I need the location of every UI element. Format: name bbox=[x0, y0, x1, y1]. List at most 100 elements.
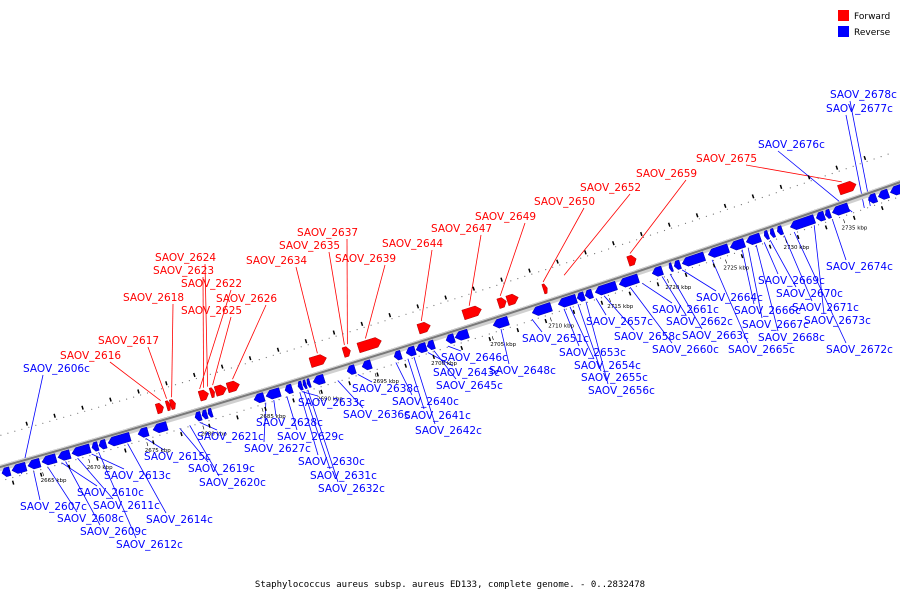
kbp-tick-label: 2710 kbp bbox=[548, 324, 574, 330]
strand-dot bbox=[405, 313, 407, 315]
strand-dot bbox=[747, 248, 750, 250]
kbp-tick bbox=[785, 239, 788, 244]
strand-dot bbox=[440, 302, 442, 304]
reverse-leader-line bbox=[299, 392, 319, 456]
reverse-leader-line bbox=[741, 249, 755, 305]
reverse-gene-label: SAOV_2606c bbox=[23, 363, 90, 375]
strand-dot bbox=[509, 326, 511, 328]
reverse-gene-arrow bbox=[265, 387, 282, 400]
reverse-leader-line bbox=[681, 269, 717, 292]
strand-tick bbox=[740, 253, 744, 259]
strand-dot bbox=[482, 289, 484, 291]
kbp-tick bbox=[374, 373, 377, 378]
reverse-gene-arrow bbox=[107, 431, 132, 447]
forward-gene-label: SAOV_2617 bbox=[98, 335, 159, 347]
strand-tick bbox=[500, 277, 503, 282]
strand-tick bbox=[684, 272, 688, 278]
reverse-gene-label: SAOV_2614c bbox=[146, 514, 213, 526]
reverse-gene-label: SAOV_2665c bbox=[728, 344, 795, 356]
kbp-tick bbox=[202, 425, 205, 430]
reverse-gene-arrow bbox=[576, 291, 586, 302]
reverse-leader-line bbox=[407, 358, 425, 410]
strand-tick bbox=[248, 356, 252, 361]
reverse-gene-label: SAOV_2655c bbox=[581, 372, 648, 384]
reverse-gene-label: SAOV_2669c bbox=[758, 275, 825, 287]
reverse-gene-arrow bbox=[405, 345, 417, 357]
reverse-gene-arrow bbox=[745, 232, 763, 245]
strand-dot bbox=[524, 275, 526, 277]
strand-dot bbox=[684, 222, 687, 224]
reverse-gene-arrow bbox=[815, 210, 827, 222]
legend-reverse-label: Reverse bbox=[854, 28, 891, 38]
strand-dot bbox=[391, 318, 393, 320]
reverse-leader-line bbox=[793, 231, 847, 344]
strand-dot bbox=[467, 340, 469, 342]
strand-dot bbox=[825, 221, 827, 223]
strand-dot bbox=[279, 352, 281, 354]
reverse-leader-line bbox=[447, 345, 462, 352]
strand-tick bbox=[807, 175, 811, 180]
reverse-gene-label: SAOV_2657c bbox=[586, 316, 653, 328]
reverse-leader-line bbox=[500, 329, 510, 365]
strand-dot bbox=[740, 250, 743, 252]
strand-tick bbox=[320, 389, 323, 394]
reverse-leader-line bbox=[783, 235, 813, 302]
strand-dot bbox=[98, 406, 100, 408]
strand-dot bbox=[47, 467, 49, 469]
reverse-leader-line bbox=[585, 301, 609, 385]
strand-dot bbox=[663, 229, 666, 232]
strand-tick bbox=[53, 413, 56, 418]
strand-dot bbox=[181, 382, 184, 384]
strand-dot bbox=[601, 250, 603, 252]
strand-dot bbox=[622, 243, 624, 245]
forward-leader-line bbox=[204, 263, 208, 387]
reverse-leader-line bbox=[145, 437, 165, 451]
kbp-tick bbox=[318, 390, 321, 395]
strand-dot bbox=[292, 394, 294, 396]
reverse-leader-line bbox=[189, 425, 220, 477]
strand-dot bbox=[831, 172, 833, 175]
strand-dot bbox=[40, 469, 42, 471]
strand-dot bbox=[860, 209, 862, 211]
reverse-gene-arrow bbox=[57, 449, 72, 461]
reverse-leader-line bbox=[286, 396, 298, 431]
reverse-leader-line bbox=[433, 350, 457, 380]
strand-dot bbox=[565, 308, 567, 310]
strand-dot bbox=[531, 273, 533, 275]
strand-dot bbox=[126, 398, 128, 400]
reverse-gene-label: SAOV_2674c bbox=[826, 261, 893, 273]
strand-dot bbox=[194, 424, 196, 426]
strand-dot bbox=[839, 216, 841, 219]
forward-gene-label: SAOV_2644 bbox=[382, 238, 443, 250]
forward-gene-label: SAOV_2624 bbox=[155, 252, 216, 264]
strand-dot bbox=[517, 278, 519, 280]
strand-dots bbox=[0, 153, 897, 485]
kbp-tick bbox=[667, 278, 669, 283]
strand-tick bbox=[220, 364, 224, 369]
strand-dot bbox=[293, 348, 295, 350]
strand-tick bbox=[723, 203, 727, 209]
reverse-leader-line bbox=[595, 298, 607, 316]
gene-arrows bbox=[1, 180, 900, 477]
reverse-gene-label: SAOV_2612c bbox=[116, 539, 183, 551]
reverse-gene-label: SAOV_2620c bbox=[199, 477, 266, 489]
reverse-gene-label: SAOV_2671c bbox=[792, 302, 859, 314]
forward-gene-arrow bbox=[308, 354, 327, 368]
strand-dot bbox=[832, 219, 834, 221]
strand-dot bbox=[306, 390, 308, 392]
reverse-gene-arrow bbox=[415, 342, 428, 354]
strand-dot bbox=[411, 357, 413, 359]
strand-dot bbox=[348, 377, 350, 379]
kbp-tick-label: 2695 kbp bbox=[373, 379, 399, 385]
strand-dot bbox=[614, 292, 617, 294]
reverse-leader-line bbox=[91, 453, 125, 470]
forward-gene-arrow bbox=[356, 337, 382, 354]
strand-dot bbox=[677, 225, 680, 227]
reverse-leader-line bbox=[357, 374, 373, 383]
forward-leader-line bbox=[295, 266, 318, 354]
strand-dot bbox=[236, 411, 238, 413]
reverse-gene-label: SAOV_2668c bbox=[758, 332, 825, 344]
strand-dot bbox=[146, 392, 149, 394]
strand-tick bbox=[332, 330, 336, 335]
reverse-gene-arrow bbox=[152, 421, 169, 434]
